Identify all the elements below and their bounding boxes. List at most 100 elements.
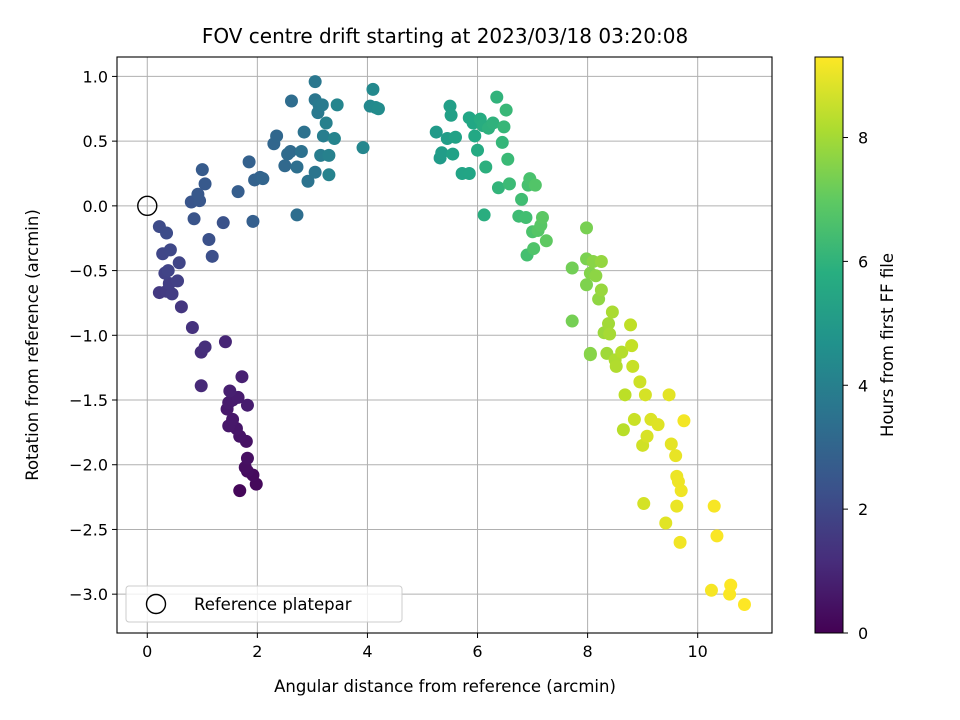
x-tick-label: 8: [583, 642, 593, 661]
y-tick-label: −2.0: [69, 456, 108, 475]
data-point: [319, 116, 333, 130]
data-point: [435, 146, 449, 160]
data-point: [499, 103, 513, 117]
y-axis-label: Rotation from reference (arcmin): [23, 209, 42, 481]
data-point: [527, 242, 541, 256]
data-point: [519, 211, 533, 225]
data-point: [231, 185, 245, 199]
y-tick-label: 0.0: [83, 197, 108, 216]
data-point: [580, 278, 594, 292]
colorbar-tick-label: 6: [858, 252, 868, 271]
y-tick-label: −1.5: [69, 391, 108, 410]
data-point: [218, 335, 232, 349]
data-point: [565, 314, 579, 328]
data-point: [322, 148, 336, 162]
data-point: [202, 233, 216, 247]
data-point: [515, 192, 529, 206]
data-point: [327, 132, 341, 146]
data-point: [539, 234, 553, 248]
data-point: [174, 300, 188, 314]
y-axis-ticks: 1.0 0.5 0.0 −0.5 −1.0 −1.5 −2.0 −2.5 −3.0: [69, 67, 117, 604]
x-tick-label: 4: [362, 642, 372, 661]
data-point: [163, 243, 177, 257]
data-point: [737, 598, 751, 612]
y-tick-label: −3.0: [69, 585, 108, 604]
y-tick-label: −2.5: [69, 520, 108, 539]
colorbar-tick-label: 8: [858, 129, 868, 148]
data-point: [664, 437, 678, 451]
colorbar-label: Hours from first FF file: [878, 253, 897, 437]
data-point: [638, 388, 652, 402]
data-point: [330, 98, 344, 112]
data-point: [468, 129, 482, 143]
data-point: [226, 412, 240, 426]
data-point: [662, 388, 676, 402]
data-point: [724, 578, 738, 592]
data-point: [565, 261, 579, 275]
data-point: [602, 317, 616, 331]
data-point: [497, 120, 511, 134]
data-point: [185, 321, 199, 335]
data-point: [594, 283, 608, 297]
legend-label: Reference platepar: [194, 595, 352, 614]
x-tick-label: 2: [252, 642, 262, 661]
data-point: [677, 414, 691, 428]
legend: Reference platepar: [125, 585, 403, 623]
data-point: [651, 418, 665, 432]
data-point: [278, 159, 292, 173]
data-point: [710, 529, 724, 543]
data-point: [160, 226, 174, 240]
data-point: [240, 451, 254, 465]
data-point: [194, 379, 208, 393]
data-point: [618, 388, 632, 402]
data-point: [627, 412, 641, 426]
data-point: [315, 98, 329, 112]
data-point: [670, 499, 684, 513]
x-tick-label: 0: [142, 642, 152, 661]
data-point: [429, 125, 443, 139]
x-tick-label: 6: [472, 642, 482, 661]
data-point: [270, 129, 284, 143]
data-point: [583, 348, 597, 362]
data-point: [674, 484, 688, 498]
data-point: [316, 129, 330, 143]
data-point: [281, 147, 295, 161]
data-point: [624, 318, 638, 332]
data-point: [366, 82, 380, 96]
data-point: [171, 274, 185, 288]
data-point: [637, 497, 651, 511]
data-point: [501, 152, 515, 166]
data-point: [616, 423, 630, 437]
data-point: [290, 208, 304, 222]
data-point: [490, 90, 504, 104]
colorbar-ticks: 0 2 4 6 8: [843, 129, 868, 643]
data-point: [198, 340, 212, 354]
data-point: [495, 135, 509, 149]
data-point: [471, 143, 485, 157]
data-point: [589, 269, 603, 283]
data-point: [187, 212, 201, 226]
data-point: [195, 163, 209, 177]
data-point: [198, 177, 212, 191]
legend-box: [125, 585, 403, 623]
data-point: [284, 94, 298, 108]
data-point: [240, 398, 254, 412]
data-point: [446, 147, 460, 161]
y-tick-label: −0.5: [69, 262, 108, 281]
colorbar-tick-label: 4: [858, 376, 868, 395]
data-point: [233, 484, 247, 498]
data-point: [626, 359, 640, 373]
data-point: [308, 75, 322, 89]
chart-title: FOV centre drift starting at 2023/03/18 …: [202, 24, 688, 48]
data-point: [669, 449, 683, 463]
y-tick-label: −1.0: [69, 326, 108, 345]
colorbar-tick-label: 2: [858, 500, 868, 519]
reference-marker: [137, 195, 158, 217]
data-point: [594, 255, 608, 269]
colorbar-tick-label: 0: [858, 624, 868, 643]
data-point: [605, 305, 619, 319]
data-point: [301, 174, 315, 188]
data-point: [322, 168, 336, 182]
plot-frame: [116, 56, 773, 634]
